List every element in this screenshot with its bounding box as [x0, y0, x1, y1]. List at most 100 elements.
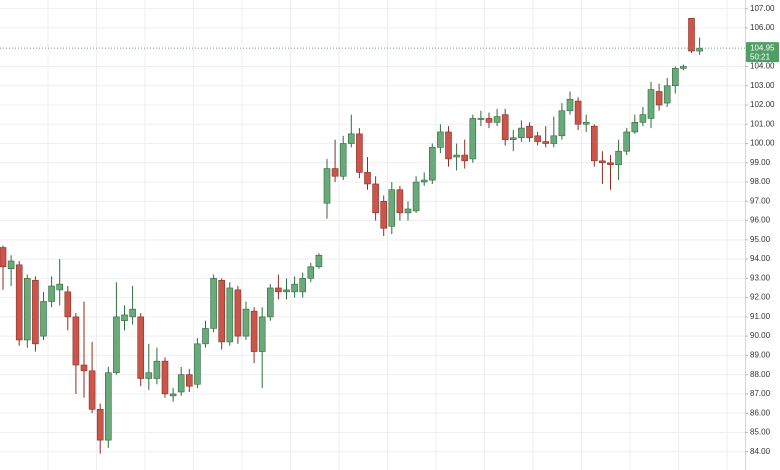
candle-body: [493, 116, 501, 123]
candle-body: [509, 137, 517, 140]
y-tick-label: 94.00: [750, 254, 771, 263]
y-tick-label: 96.00: [750, 216, 771, 225]
candle-body: [558, 110, 566, 137]
y-tick-label: 98.00: [750, 177, 771, 186]
candle-body: [420, 179, 428, 183]
y-tick-label: 86.00: [750, 408, 771, 417]
candle-body: [412, 181, 420, 212]
candle-body: [275, 287, 282, 293]
candle-body: [485, 118, 493, 123]
candle-body: [607, 162, 614, 165]
candle-body: [266, 287, 274, 318]
candle-body: [396, 189, 404, 214]
y-tick-label: 97.00: [750, 196, 771, 205]
candle-body: [364, 172, 371, 185]
y-tick-label: 100.00: [750, 139, 775, 148]
candle-body: [445, 131, 452, 160]
candle-body: [566, 98, 574, 112]
candle-body: [534, 135, 541, 142]
candle-body: [590, 125, 598, 162]
candle-body: [347, 133, 355, 144]
candle-body: [169, 393, 177, 397]
candle-body: [202, 328, 209, 345]
candle-body: [550, 135, 558, 144]
candle-body: [153, 360, 161, 379]
y-tick-label: 101.00: [750, 119, 775, 128]
candle-body: [688, 17, 695, 52]
candle-body: [307, 266, 315, 279]
y-tick-label: 104.00: [750, 62, 775, 71]
y-tick-label: 93.00: [750, 273, 771, 282]
candle-body: [105, 372, 112, 441]
candle-body: [356, 133, 363, 173]
candle-body: [129, 308, 136, 318]
candle-body: [663, 85, 671, 104]
candle-body: [258, 316, 266, 352]
candle-body: [518, 127, 525, 139]
candle-body: [242, 308, 250, 337]
candle-body: [647, 89, 655, 119]
candle-body: [631, 122, 639, 133]
vertical-grid: [47, 0, 728, 470]
candle-body: [15, 264, 23, 341]
candle-body: [453, 154, 460, 158]
y-tick-label: 102.00: [750, 100, 775, 109]
candle-body: [526, 125, 533, 139]
candle-body: [250, 310, 258, 352]
candle-body: [437, 131, 444, 148]
candle-body: [428, 147, 436, 181]
candle-body: [323, 168, 331, 204]
candle-body: [88, 370, 96, 410]
candle-body: [194, 343, 201, 385]
y-tick-label: 84.00: [750, 447, 771, 456]
y-tick-label: 103.00: [750, 81, 775, 90]
y-tick-label: 107.00: [750, 4, 775, 13]
y-tick-label: 91.00: [750, 312, 771, 321]
candle-body: [226, 287, 234, 343]
candle-body: [461, 154, 469, 162]
candle-body: [113, 316, 120, 374]
candle-body: [291, 283, 298, 293]
candle-body: [372, 183, 379, 214]
candle-body: [32, 279, 39, 345]
last-price-box: [746, 42, 779, 63]
candle-body: [671, 68, 679, 87]
candle-body: [404, 208, 412, 214]
y-tick-label: 89.00: [750, 350, 771, 359]
candle-body: [469, 118, 477, 160]
candle-body: [574, 100, 582, 125]
candle-body: [380, 200, 388, 229]
y-tick-label: 106.00: [750, 23, 775, 32]
candle-body: [210, 278, 217, 329]
candle-body: [40, 301, 47, 337]
candle-body: [186, 374, 193, 387]
countdown-label: 50:21: [750, 52, 771, 61]
candle-body: [477, 118, 485, 120]
candle-body: [615, 150, 622, 165]
y-tick-label: 99.00: [750, 158, 771, 167]
candle-body: [145, 372, 153, 379]
y-tick-label: 90.00: [750, 331, 771, 340]
candle-body: [582, 122, 590, 125]
y-tick-label: 85.00: [750, 428, 771, 437]
candle-body: [283, 289, 290, 293]
candle-body: [315, 254, 323, 268]
candle-body: [137, 316, 144, 379]
candle-body: [56, 283, 64, 291]
candle-body: [680, 66, 687, 69]
candle-body: [542, 141, 550, 144]
y-tick-label: 87.00: [750, 389, 771, 398]
candle-body: [218, 279, 225, 343]
candle-body: [0, 247, 7, 268]
candle-body: [121, 314, 128, 322]
candle-body: [23, 278, 31, 341]
last-price-label: 104.95: [750, 43, 775, 52]
candle-body: [501, 114, 509, 140]
y-tick-label: 92.00: [750, 293, 771, 302]
candle-body: [331, 168, 339, 177]
candle-body: [339, 143, 347, 177]
candle-body: [234, 289, 242, 337]
candle-body: [599, 160, 606, 164]
